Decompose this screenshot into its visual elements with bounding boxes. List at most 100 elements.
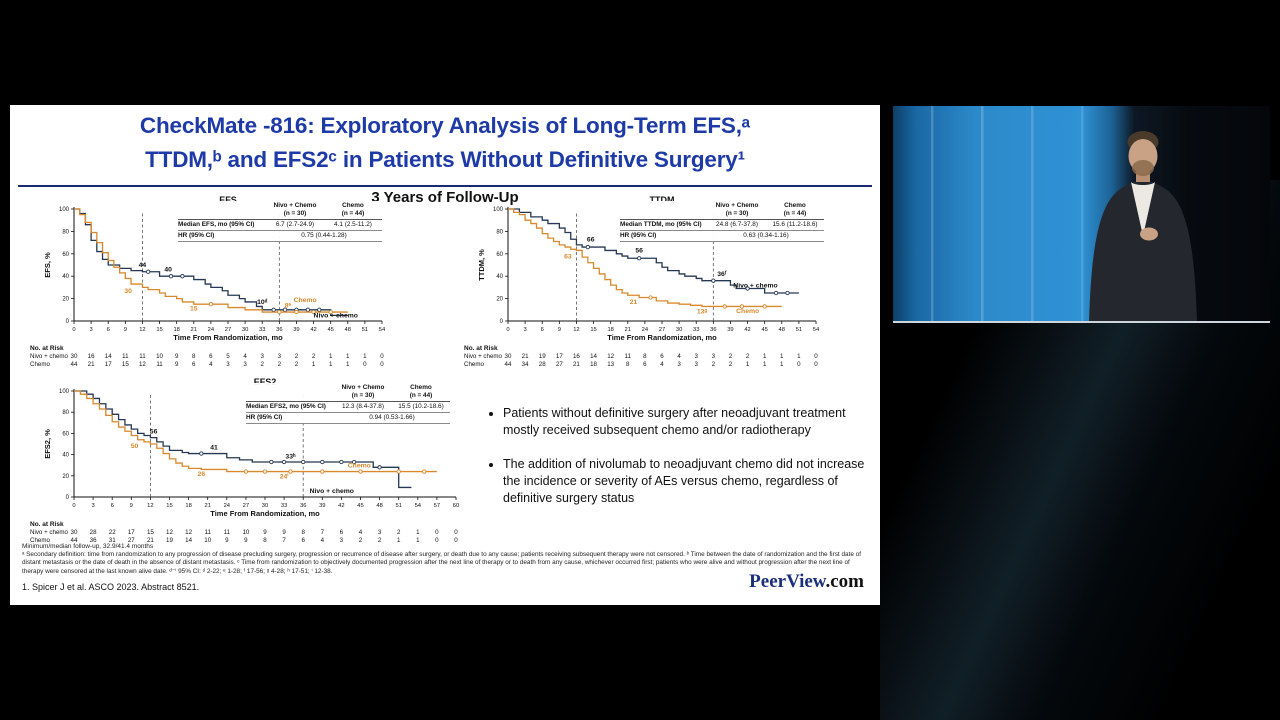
svg-text:36: 36 <box>276 327 282 333</box>
svg-text:9: 9 <box>175 361 179 368</box>
svg-text:4: 4 <box>209 361 213 368</box>
svg-text:33ʰ: 33ʰ <box>285 453 296 460</box>
speaker-video-feed[interactable] <box>893 106 1270 323</box>
svg-text:Nivo + chemo: Nivo + chemo <box>30 353 69 360</box>
svg-text:2: 2 <box>295 361 299 368</box>
censor-mark <box>294 309 299 315</box>
svg-text:14: 14 <box>185 537 192 544</box>
svg-text:Nivo + chemo: Nivo + chemo <box>314 313 358 320</box>
svg-text:30: 30 <box>124 288 132 295</box>
svg-text:27: 27 <box>659 327 665 333</box>
stats-cell <box>246 384 334 400</box>
svg-text:18: 18 <box>185 503 191 509</box>
svg-text:24: 24 <box>208 327 215 333</box>
svg-text:18: 18 <box>173 327 179 333</box>
svg-text:2: 2 <box>397 529 401 536</box>
svg-text:20: 20 <box>62 297 69 303</box>
svg-text:0: 0 <box>380 361 384 368</box>
ttdm-km-chart: TTDM 0 20 40 60 80 100 0 3 6 9 12 15 18 21 24 27 30 33 36 39… <box>462 193 834 371</box>
svg-text:60: 60 <box>62 431 69 437</box>
censor-mark <box>311 309 316 315</box>
svg-text:13: 13 <box>607 361 614 368</box>
stats-cell: Chemo (n = 44) <box>783 202 807 217</box>
svg-text:3: 3 <box>260 353 264 360</box>
svg-text:9: 9 <box>282 529 286 536</box>
svg-text:12: 12 <box>139 361 146 368</box>
slide-title-line1: CheckMate -816: Exploratory Analysis of … <box>139 113 751 138</box>
svg-text:2: 2 <box>712 361 716 368</box>
censor-mark <box>396 469 401 474</box>
svg-text:27: 27 <box>128 537 135 544</box>
censor-mark <box>320 469 325 474</box>
slide-subtitle: 3 Years of Follow-Up <box>371 189 519 206</box>
svg-text:12: 12 <box>139 327 145 333</box>
svg-text:63: 63 <box>564 253 572 260</box>
svg-text:13ᵍ: 13ᵍ <box>697 309 708 316</box>
stats-cell: HR (95% CI) <box>178 232 215 239</box>
stats-cell: 15.6 (11.2-18.6) <box>772 221 818 228</box>
svg-text:1: 1 <box>763 361 767 368</box>
svg-text:0: 0 <box>66 495 70 501</box>
stats-cell: HR (95% CI) <box>620 232 657 239</box>
svg-text:0: 0 <box>380 353 384 360</box>
svg-text:39: 39 <box>727 327 733 333</box>
km-curve-nivo-chemo <box>74 390 412 489</box>
svg-text:30: 30 <box>71 353 78 360</box>
svg-text:3: 3 <box>226 361 230 368</box>
svg-text:3: 3 <box>91 503 94 509</box>
censor-mark <box>288 469 293 474</box>
svg-text:Chemo: Chemo <box>736 308 759 315</box>
svg-text:57: 57 <box>434 503 440 509</box>
svg-text:8: 8 <box>643 353 647 360</box>
svg-text:40: 40 <box>496 274 503 280</box>
svg-text:10: 10 <box>156 353 163 360</box>
svg-text:9: 9 <box>124 327 127 333</box>
svg-text:15: 15 <box>190 305 198 312</box>
censor-mark <box>277 309 282 315</box>
ttdm-stats-table: Nivo + Chemo (n = 30) Chemo (n = 44) Media… <box>620 201 824 242</box>
stats-cell: Median TTDM, mo (95% CI) <box>620 221 702 228</box>
censor-mark <box>745 286 750 291</box>
svg-text:45: 45 <box>761 327 767 333</box>
svg-text:1: 1 <box>746 361 750 368</box>
svg-text:3: 3 <box>694 361 698 368</box>
svg-text:80: 80 <box>62 229 69 235</box>
km-curve-chemo <box>74 208 348 313</box>
svg-text:0: 0 <box>797 361 801 368</box>
svg-text:9: 9 <box>130 503 133 509</box>
svg-text:27: 27 <box>225 327 231 333</box>
svg-text:6: 6 <box>541 327 544 333</box>
efs-km-chart: EFS 0 20 40 60 80 100 0 3 6 9 12 15 18 21 24 27 30 33 36 39 4… <box>28 193 400 371</box>
svg-text:21: 21 <box>191 327 197 333</box>
svg-text:11: 11 <box>139 353 146 360</box>
censor-mark <box>180 274 185 279</box>
svg-text:41: 41 <box>210 444 218 451</box>
svg-text:15: 15 <box>166 503 172 509</box>
censor-mark <box>351 459 357 465</box>
svg-text:66: 66 <box>587 236 595 243</box>
censor-mark <box>271 307 276 312</box>
svg-text:56: 56 <box>150 428 158 435</box>
stats-cell: Chemo (n = 44) <box>409 384 433 399</box>
svg-text:3: 3 <box>694 353 698 360</box>
svg-text:Time From Randomization, mo: Time From Randomization, mo <box>173 333 283 342</box>
censor-mark <box>785 290 790 296</box>
svg-text:19: 19 <box>539 353 546 360</box>
stats-cell: 24.8 (6.7-37.8) <box>716 221 758 228</box>
censor-mark <box>328 309 333 315</box>
svg-text:2: 2 <box>312 353 316 360</box>
svg-text:6: 6 <box>209 353 213 360</box>
svg-text:100: 100 <box>59 389 70 395</box>
stats-cell: Median EFS, mo (95% CI) <box>178 221 255 228</box>
svg-text:31: 31 <box>109 537 116 544</box>
svg-text:80: 80 <box>62 410 69 416</box>
speaker-figure <box>1089 131 1197 321</box>
svg-text:1: 1 <box>346 361 350 368</box>
svg-text:0: 0 <box>435 529 439 536</box>
stats-cell: HR (95% CI) <box>246 414 283 421</box>
svg-text:1: 1 <box>312 361 316 368</box>
censor-mark <box>243 469 249 474</box>
svg-text:11: 11 <box>625 353 632 360</box>
svg-text:11: 11 <box>156 361 163 368</box>
